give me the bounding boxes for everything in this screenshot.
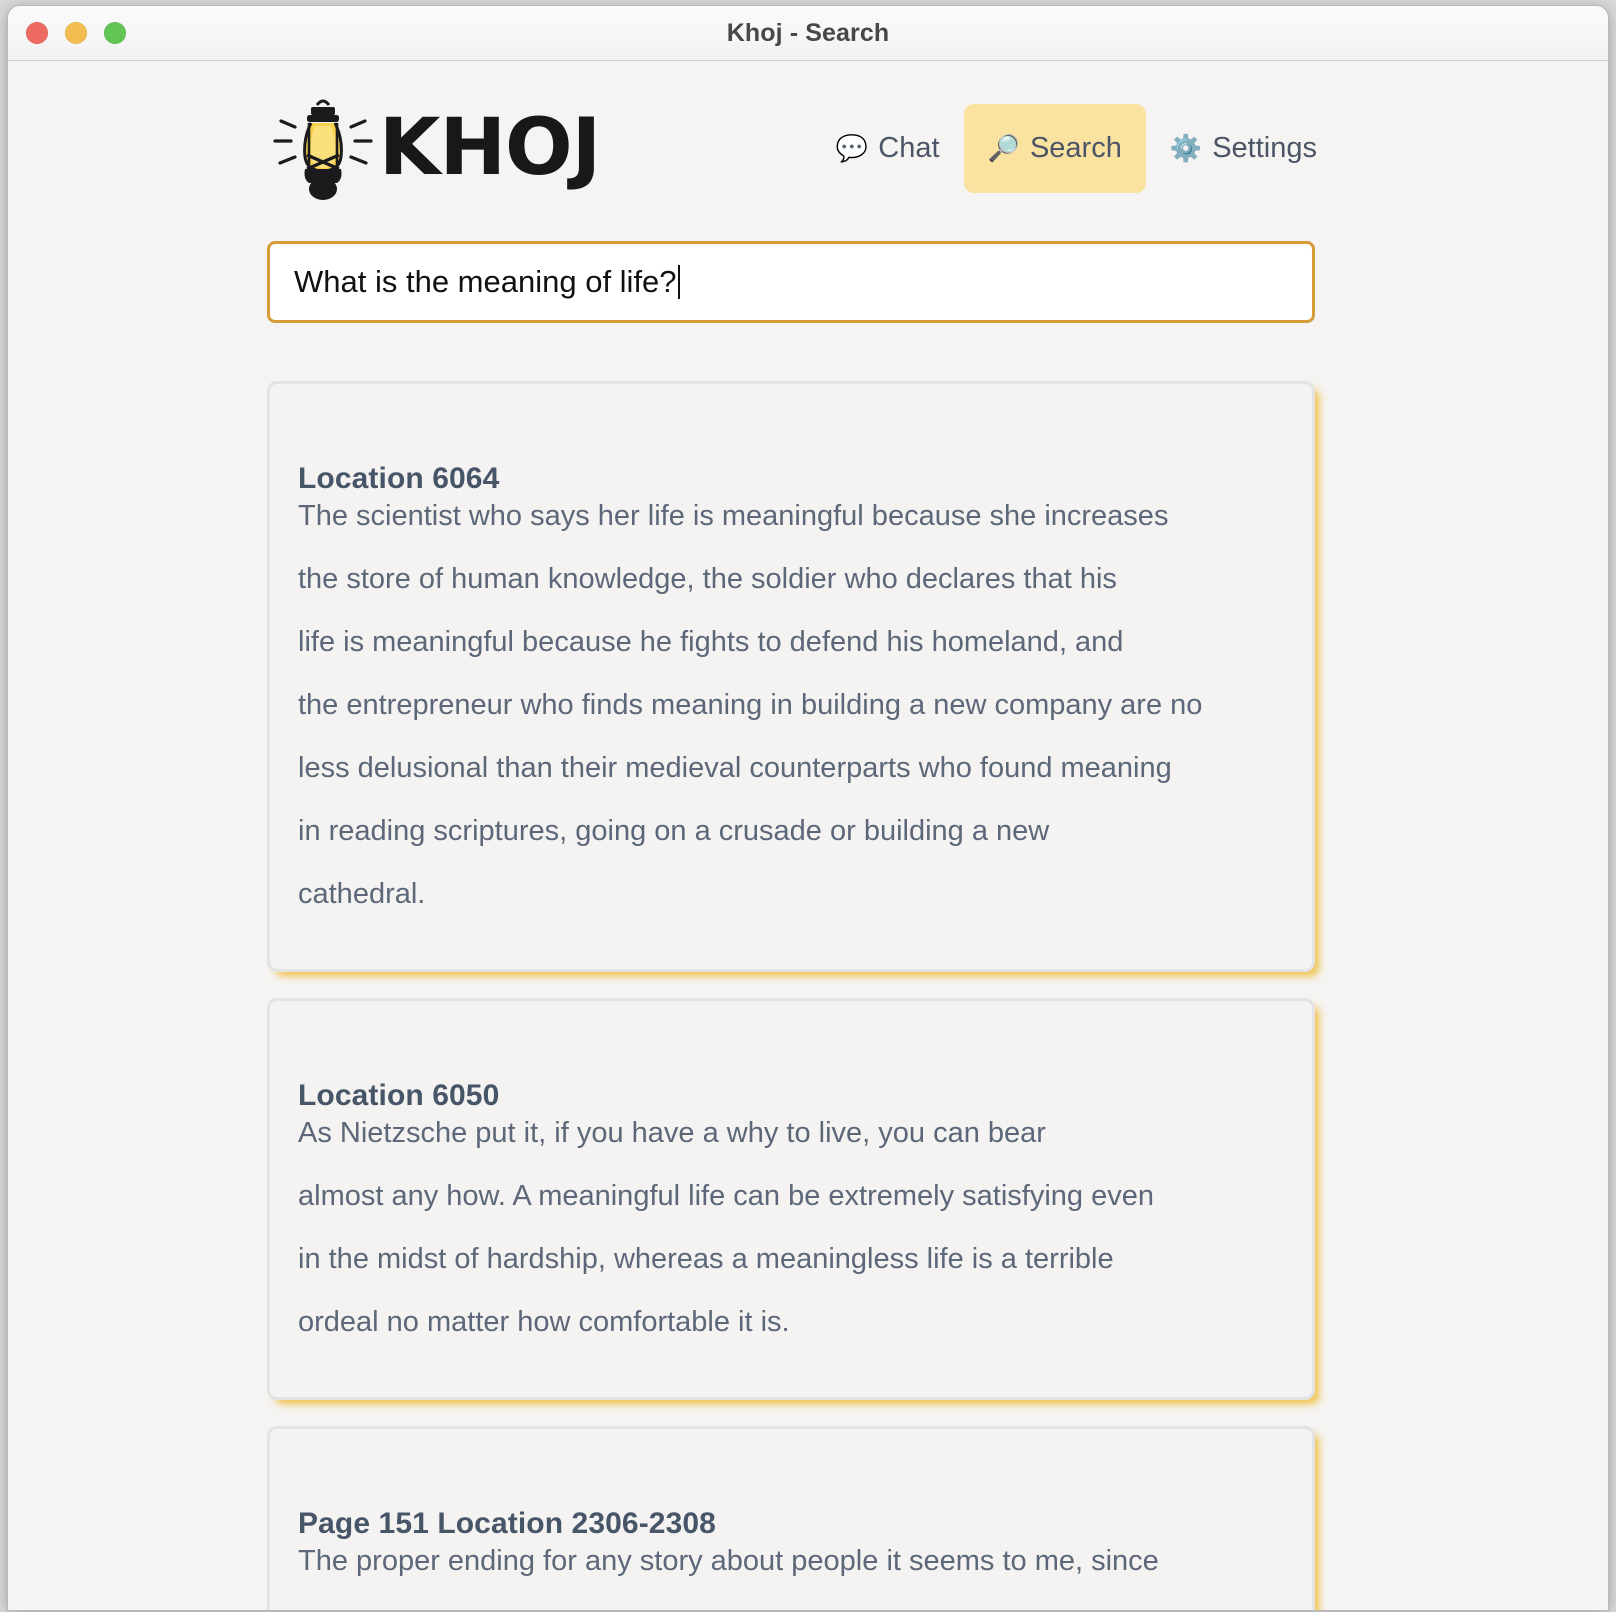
search-input-value: What is the meaning of life? xyxy=(294,264,677,299)
chat-bubble-icon: 💬 xyxy=(835,133,869,163)
result-line: in the midst of hardship, whereas a mean… xyxy=(298,1243,1114,1275)
search-input[interactable]: What is the meaning of life? xyxy=(267,241,1315,323)
result-line: As Nietzsche put it, if you have a why t… xyxy=(298,1117,1046,1149)
result-card-title: Location 6050 xyxy=(298,1079,500,1112)
window-titlebar: Khoj - Search xyxy=(8,6,1608,61)
search-results-list: Location 6064 The scientist who says her… xyxy=(267,381,1349,1610)
nav-item-chat-label: Chat xyxy=(878,131,940,164)
result-line: almost any how. A meaningful life can be… xyxy=(298,1180,1154,1212)
result-line: The proper ending for any story about pe… xyxy=(298,1545,1159,1577)
window-controls xyxy=(26,22,126,44)
nav-item-settings[interactable]: ⚙️ Settings xyxy=(1146,104,1341,193)
result-line: less delusional than their medieval coun… xyxy=(298,752,1172,784)
maximize-button-icon[interactable] xyxy=(104,22,126,44)
nav-item-search-label: Search xyxy=(1029,131,1122,164)
app-window: Khoj - Search xyxy=(8,6,1608,1610)
brand-logo[interactable]: KHOJ xyxy=(271,93,601,203)
brand-wordmark: KHOJ xyxy=(378,103,601,193)
result-card-body: As Nietzsche put it, if you have a why t… xyxy=(298,1119,1284,1337)
gear-icon: ⚙️ xyxy=(1169,133,1203,163)
result-line: the store of human knowledge, the soldie… xyxy=(298,563,1117,595)
magnifier-icon: 🔎 xyxy=(987,133,1020,163)
result-line: in reading scriptures, going on a crusad… xyxy=(298,815,1050,847)
nav-item-settings-label: Settings xyxy=(1212,131,1317,164)
minimize-button-icon[interactable] xyxy=(65,22,87,44)
result-line: the entrepreneur who finds meaning in bu… xyxy=(298,689,1203,721)
result-card[interactable]: Location 6050 As Nietzsche put it, if yo… xyxy=(267,998,1315,1400)
text-caret xyxy=(677,265,680,299)
result-card-body: The scientist who says her life is meani… xyxy=(298,502,1284,909)
main-nav: 💬 Chat 🔎 Search ⚙️ Settings xyxy=(812,103,1349,193)
close-button-icon[interactable] xyxy=(26,22,48,44)
result-line: The scientist who says her life is meani… xyxy=(298,500,1169,532)
search-section: What is the meaning of life? xyxy=(267,241,1349,323)
page-content: KHOJ 💬 Chat 🔎 Search ⚙️ Settings xyxy=(8,61,1608,1610)
result-line: ordeal no matter how comfortable it is. xyxy=(298,1306,790,1338)
result-card-title: Page 151 Location 2306-2308 xyxy=(298,1507,716,1540)
nav-item-search[interactable]: 🔎 Search xyxy=(963,103,1146,193)
result-card[interactable]: Location 6064 The scientist who says her… xyxy=(267,381,1315,972)
nav-item-chat[interactable]: 💬 Chat xyxy=(812,104,964,193)
result-card[interactable]: Page 151 Location 2306-2308 The proper e… xyxy=(267,1426,1315,1610)
result-line: cathedral. xyxy=(298,878,426,910)
lantern-icon xyxy=(273,99,373,200)
result-card-body: The proper ending for any story about pe… xyxy=(298,1547,1284,1576)
result-line: life is meaningful because he fights to … xyxy=(298,626,1124,658)
window-title: Khoj - Search xyxy=(726,18,890,47)
result-card-title: Location 6064 xyxy=(298,462,500,495)
app-header: KHOJ 💬 Chat 🔎 Search ⚙️ Settings xyxy=(267,83,1349,213)
